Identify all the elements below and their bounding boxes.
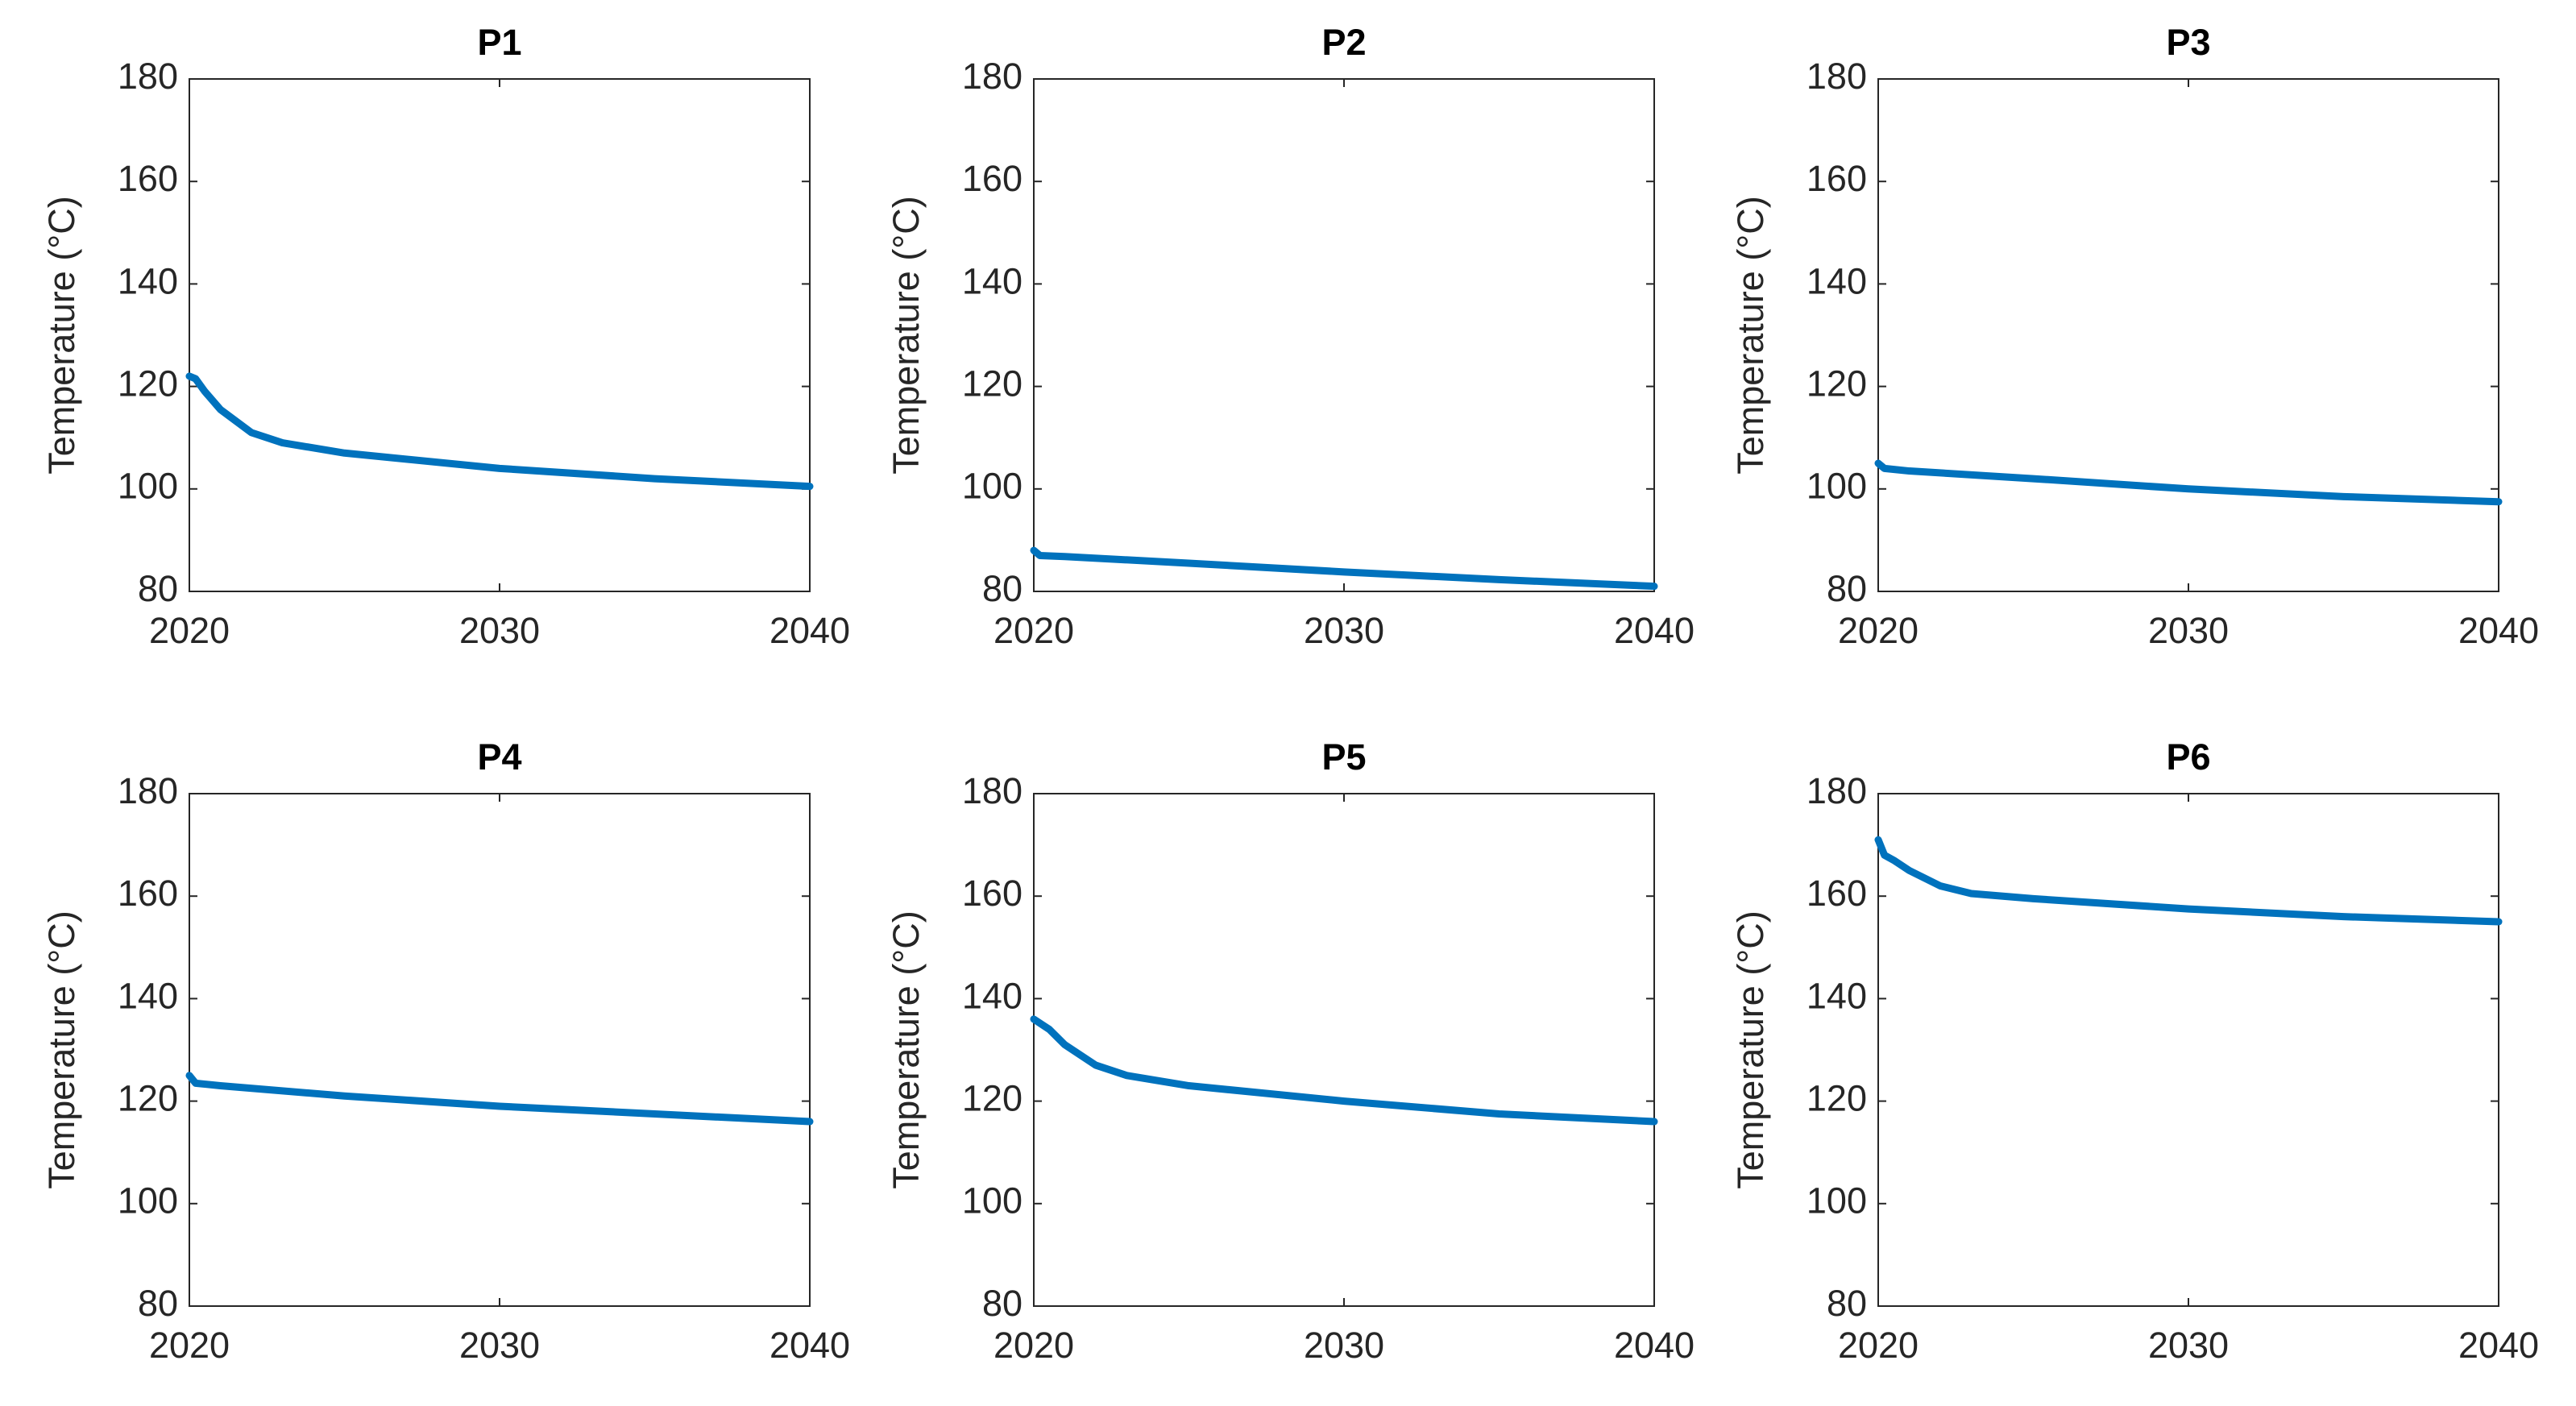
chart-title: P1 — [477, 22, 521, 63]
y-tick-label: 160 — [962, 158, 1023, 199]
y-tick-label: 80 — [138, 568, 178, 609]
x-tick-label: 2020 — [993, 610, 1074, 651]
y-tick-label: 160 — [1807, 873, 1867, 914]
axes-box — [189, 793, 811, 1307]
x-tick-label: 2020 — [993, 1325, 1074, 1366]
chart-title: P6 — [2166, 736, 2210, 778]
axes-box — [1033, 78, 1655, 592]
y-tick-label: 180 — [118, 770, 178, 811]
data-line — [185, 372, 814, 491]
y-tick-label: 120 — [962, 363, 1023, 404]
y-tick-label: 120 — [1807, 363, 1867, 404]
y-tick-label: 140 — [1807, 975, 1867, 1016]
y-tick-label: 100 — [118, 1180, 178, 1221]
y-tick-label: 120 — [962, 1077, 1023, 1118]
y-tick-label: 180 — [1807, 770, 1867, 811]
y-axis-label: Temperature (°C) — [1730, 910, 1771, 1189]
y-tick-label: 100 — [1807, 1180, 1867, 1221]
y-tick-label: 100 — [962, 1180, 1023, 1221]
x-tick-label: 2030 — [2148, 1325, 2229, 1366]
y-tick-label: 100 — [118, 466, 178, 507]
y-axis-label: Temperature (°C) — [41, 196, 82, 475]
y-tick-label: 140 — [118, 975, 178, 1016]
chart-title: P5 — [1321, 736, 1366, 778]
x-tick-label: 2040 — [1614, 610, 1695, 651]
y-tick-label: 180 — [962, 56, 1023, 97]
x-tick-label: 2020 — [1838, 610, 1919, 651]
data-line — [1030, 1015, 1658, 1126]
y-tick-label: 140 — [1807, 260, 1867, 301]
y-tick-label: 80 — [1827, 1283, 1867, 1324]
y-tick-label: 160 — [962, 873, 1023, 914]
y-tick-label: 120 — [118, 1077, 178, 1118]
y-tick-label: 160 — [1807, 158, 1867, 199]
x-tick-label: 2040 — [1614, 1325, 1695, 1366]
y-tick-label: 100 — [962, 466, 1023, 507]
y-tick-label: 80 — [982, 1283, 1023, 1324]
chart-title: P2 — [1321, 22, 1366, 63]
data-line — [1874, 836, 2503, 926]
y-axis-label: Temperature (°C) — [1730, 196, 1771, 475]
y-tick-label: 100 — [1807, 466, 1867, 507]
y-tick-label: 180 — [1807, 56, 1867, 97]
chart-title: P3 — [2166, 22, 2210, 63]
y-tick-label: 180 — [962, 770, 1023, 811]
axes-box — [1877, 793, 2499, 1307]
axes-box — [189, 78, 811, 592]
data-line — [185, 1072, 814, 1126]
y-tick-label: 140 — [962, 260, 1023, 301]
axes-box — [1877, 78, 2499, 592]
y-tick-label: 80 — [1827, 568, 1867, 609]
x-tick-label: 2040 — [769, 610, 850, 651]
x-tick-label: 2040 — [2458, 610, 2539, 651]
y-tick-label: 120 — [118, 363, 178, 404]
x-tick-label: 2030 — [459, 610, 540, 651]
chart-title: P4 — [477, 736, 521, 778]
x-tick-label: 2020 — [149, 610, 230, 651]
y-tick-label: 160 — [118, 158, 178, 199]
y-tick-label: 180 — [118, 56, 178, 97]
y-axis-label: Temperature (°C) — [886, 910, 927, 1189]
y-tick-label: 160 — [118, 873, 178, 914]
x-tick-label: 2030 — [1304, 1325, 1384, 1366]
y-tick-label: 80 — [138, 1283, 178, 1324]
axes-box — [1033, 793, 1655, 1307]
y-tick-label: 140 — [118, 260, 178, 301]
x-tick-label: 2040 — [2458, 1325, 2539, 1366]
x-tick-label: 2030 — [459, 1325, 540, 1366]
y-tick-label: 80 — [982, 568, 1023, 609]
data-line — [1874, 459, 2503, 506]
y-tick-label: 120 — [1807, 1077, 1867, 1118]
y-tick-label: 140 — [962, 975, 1023, 1016]
x-tick-label: 2030 — [1304, 610, 1384, 651]
x-tick-label: 2030 — [2148, 610, 2229, 651]
x-tick-label: 2020 — [1838, 1325, 1919, 1366]
data-line — [1030, 546, 1658, 591]
y-axis-label: Temperature (°C) — [41, 910, 82, 1189]
x-tick-label: 2020 — [149, 1325, 230, 1366]
x-tick-label: 2040 — [769, 1325, 850, 1366]
y-axis-label: Temperature (°C) — [886, 196, 927, 475]
